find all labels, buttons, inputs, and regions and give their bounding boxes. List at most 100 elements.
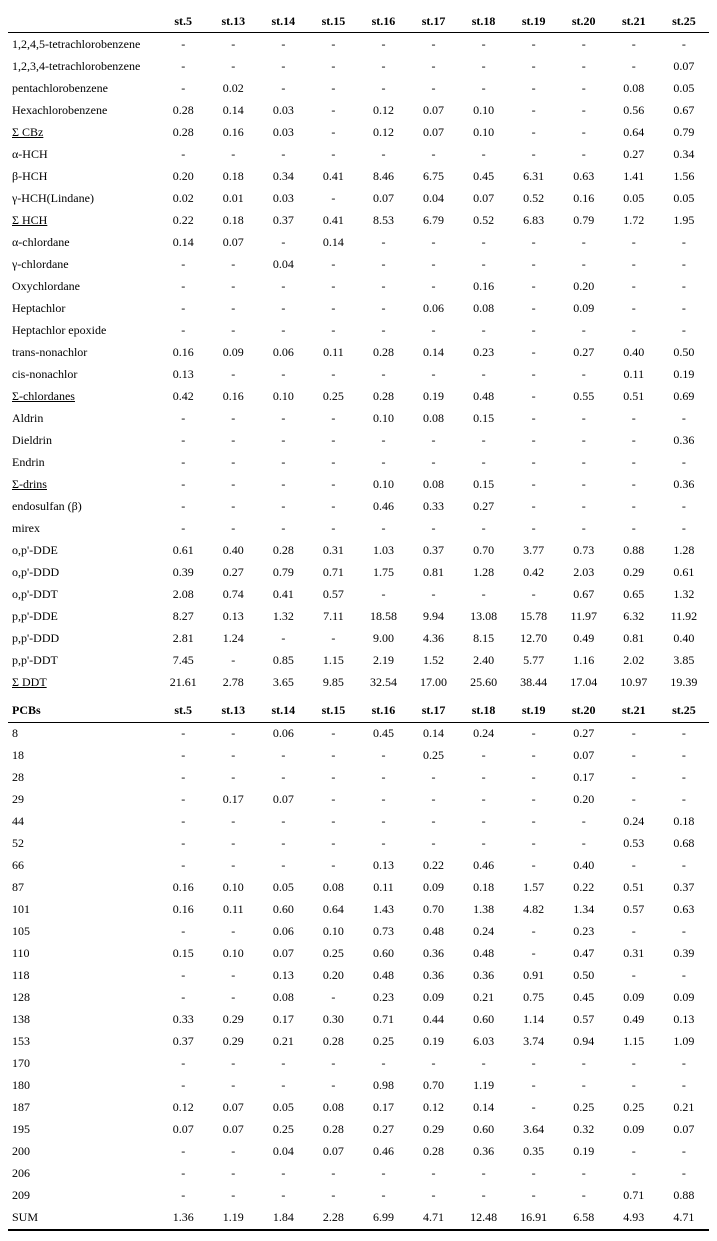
cell: - xyxy=(609,407,659,429)
row-label: 1,2,3,4-tetrachlorobenzene xyxy=(8,55,158,77)
cell: - xyxy=(208,143,258,165)
cell: - xyxy=(609,517,659,539)
cell: 0.07 xyxy=(659,55,709,77)
row-label: o,p'-DDD xyxy=(8,561,158,583)
cell: - xyxy=(208,297,258,319)
cell: 0.06 xyxy=(409,297,459,319)
cell: - xyxy=(559,429,609,451)
table-body: 1,2,4,5-tetrachlorobenzene-----------1,2… xyxy=(8,33,709,1230)
cell: 0.29 xyxy=(609,561,659,583)
row-label: 118 xyxy=(8,965,158,987)
cell: - xyxy=(659,855,709,877)
cell: - xyxy=(509,33,559,56)
cell: - xyxy=(208,722,258,745)
cell: 0.49 xyxy=(559,627,609,649)
row-label: o,p'-DDT xyxy=(8,583,158,605)
cell: 1.75 xyxy=(358,561,408,583)
cell: 0.11 xyxy=(208,899,258,921)
cell: - xyxy=(358,1053,408,1075)
cell: - xyxy=(258,495,308,517)
cell: 0.31 xyxy=(308,539,358,561)
cell: - xyxy=(158,495,208,517)
row-label: 28 xyxy=(8,767,158,789)
cell: - xyxy=(358,745,408,767)
cell: - xyxy=(258,745,308,767)
cell: - xyxy=(158,855,208,877)
cell: 0.05 xyxy=(609,187,659,209)
cell: - xyxy=(559,55,609,77)
cell: 3.64 xyxy=(509,1119,559,1141)
cell: 0.40 xyxy=(609,341,659,363)
cell: 0.91 xyxy=(509,965,559,987)
cell: 0.08 xyxy=(409,407,459,429)
cell: 17.04 xyxy=(559,671,609,693)
cell: 0.07 xyxy=(208,1119,258,1141)
cell: 6.79 xyxy=(409,209,459,231)
cell: 0.57 xyxy=(559,1009,609,1031)
cell: - xyxy=(358,231,408,253)
row-label: 128 xyxy=(8,987,158,1009)
cell: - xyxy=(158,1075,208,1097)
cell: 0.16 xyxy=(559,187,609,209)
cell: 0.07 xyxy=(659,1119,709,1141)
column-header: st.5 xyxy=(158,10,208,33)
cell: 1.32 xyxy=(258,605,308,627)
cell: - xyxy=(459,363,509,385)
table-row: Σ-chlordanes0.420.160.100.250.280.190.48… xyxy=(8,385,709,407)
cell: 0.75 xyxy=(509,987,559,1009)
cell: 2.81 xyxy=(158,627,208,649)
cell: - xyxy=(409,77,459,99)
cell: - xyxy=(659,517,709,539)
cell: - xyxy=(208,275,258,297)
cell: - xyxy=(409,253,459,275)
column-header: st.17 xyxy=(409,10,459,33)
section-header-row: PCBsst.5st.13st.14st.15st.16st.17st.18st… xyxy=(8,693,709,722)
cell: 0.05 xyxy=(258,877,308,899)
cell: - xyxy=(308,473,358,495)
cell: 0.98 xyxy=(358,1075,408,1097)
cell: 1.95 xyxy=(659,209,709,231)
cell: - xyxy=(308,55,358,77)
cell: - xyxy=(358,583,408,605)
cell: 0.06 xyxy=(258,341,308,363)
cell: - xyxy=(358,143,408,165)
cell: 0.23 xyxy=(358,987,408,1009)
cell: 0.25 xyxy=(308,943,358,965)
cell: 0.48 xyxy=(358,965,408,987)
cell: 0.02 xyxy=(208,77,258,99)
cell: 0.10 xyxy=(208,877,258,899)
cell: 4.71 xyxy=(409,1207,459,1230)
cell: 0.09 xyxy=(559,297,609,319)
cell: 0.36 xyxy=(659,429,709,451)
cell: - xyxy=(659,253,709,275)
cell: - xyxy=(358,297,408,319)
section-heading: PCBs xyxy=(8,693,158,722)
cell: - xyxy=(208,407,258,429)
table-row: 1,2,4,5-tetrachlorobenzene----------- xyxy=(8,33,709,56)
cell: - xyxy=(659,722,709,745)
cell: 0.53 xyxy=(609,833,659,855)
table-row: o,p'-DDD0.390.270.790.711.750.811.280.42… xyxy=(8,561,709,583)
cell: - xyxy=(509,363,559,385)
cell: 0.07 xyxy=(308,1141,358,1163)
cell: 0.19 xyxy=(409,385,459,407)
cell: - xyxy=(659,319,709,341)
cell: - xyxy=(308,987,358,1009)
cell: - xyxy=(308,789,358,811)
table-row: Dieldrin----------0.36 xyxy=(8,429,709,451)
cell: 2.08 xyxy=(158,583,208,605)
cell: 1.41 xyxy=(609,165,659,187)
cell: 0.14 xyxy=(409,722,459,745)
cell: 0.48 xyxy=(409,921,459,943)
cell: - xyxy=(659,407,709,429)
cell: - xyxy=(258,297,308,319)
cell: 0.37 xyxy=(409,539,459,561)
cell: - xyxy=(208,965,258,987)
table-row: 1100.150.100.070.250.600.360.48-0.470.31… xyxy=(8,943,709,965)
cell: 0.36 xyxy=(409,965,459,987)
row-label: Σ-drins xyxy=(8,473,158,495)
cell: 8.53 xyxy=(358,209,408,231)
cell: - xyxy=(609,231,659,253)
cell: - xyxy=(609,275,659,297)
cell: 0.40 xyxy=(559,855,609,877)
